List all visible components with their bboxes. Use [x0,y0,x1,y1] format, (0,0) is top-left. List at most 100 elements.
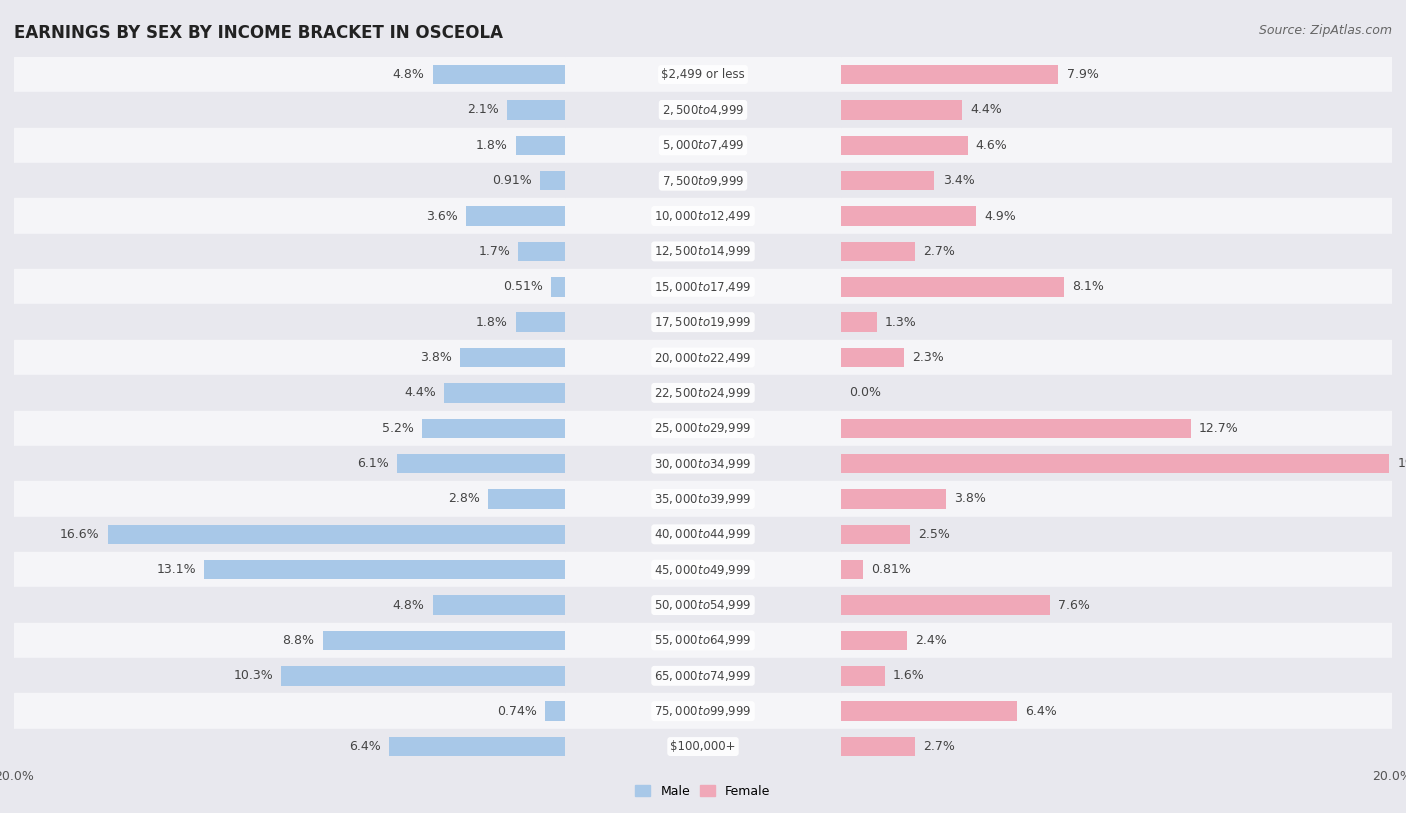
Bar [841,312,876,332]
Bar [841,241,915,261]
Text: 0.0%: 0.0% [849,386,882,399]
Bar [565,411,841,446]
Text: $5,000 to $7,499: $5,000 to $7,499 [662,138,744,152]
Bar [565,340,841,375]
Bar [519,241,565,261]
Bar [841,340,1392,375]
Bar [422,419,565,438]
Bar [565,587,841,623]
Text: 12.7%: 12.7% [1199,422,1239,435]
Bar [565,623,841,659]
Bar [841,587,1392,623]
Text: 1.8%: 1.8% [475,139,508,152]
Text: 3.8%: 3.8% [420,351,453,364]
Text: 5.2%: 5.2% [382,422,413,435]
Text: Source: ZipAtlas.com: Source: ZipAtlas.com [1258,24,1392,37]
Bar [14,233,565,269]
Text: 16.6%: 16.6% [60,528,100,541]
Bar [565,128,841,163]
Text: 4.4%: 4.4% [970,103,1002,116]
Bar [461,348,565,367]
Text: $55,000 to $64,999: $55,000 to $64,999 [654,633,752,647]
Bar [841,517,1392,552]
Text: $35,000 to $39,999: $35,000 to $39,999 [654,492,752,506]
Text: 2.4%: 2.4% [915,634,948,647]
Bar [841,666,884,685]
Bar [841,489,945,509]
Text: 19.9%: 19.9% [1398,457,1406,470]
Bar [841,348,904,367]
Text: $7,500 to $9,999: $7,500 to $9,999 [662,174,744,188]
Text: 0.81%: 0.81% [872,563,911,576]
Text: $65,000 to $74,999: $65,000 to $74,999 [654,669,752,683]
Legend: Male, Female: Male, Female [630,780,776,802]
Text: 1.7%: 1.7% [478,245,510,258]
Bar [14,517,565,552]
Bar [841,702,1017,721]
Bar [14,659,565,693]
Bar [14,269,565,304]
Bar [565,517,841,552]
Text: $25,000 to $29,999: $25,000 to $29,999 [654,421,752,435]
Text: $75,000 to $99,999: $75,000 to $99,999 [654,704,752,718]
Bar [565,57,841,92]
Text: 10.3%: 10.3% [233,669,273,682]
Text: $30,000 to $34,999: $30,000 to $34,999 [654,457,752,471]
Text: 4.4%: 4.4% [404,386,436,399]
Bar [516,312,565,332]
Bar [14,411,565,446]
Bar [544,702,565,721]
Text: 1.3%: 1.3% [884,315,917,328]
Bar [444,383,565,402]
Text: 6.4%: 6.4% [1025,705,1057,718]
Bar [841,446,1392,481]
Text: 2.1%: 2.1% [467,103,499,116]
Bar [14,163,565,198]
Bar [841,481,1392,517]
Bar [841,304,1392,340]
Bar [841,729,1392,764]
Bar [841,136,967,155]
Text: 3.8%: 3.8% [953,493,986,506]
Text: 4.9%: 4.9% [984,210,1017,223]
Text: $50,000 to $54,999: $50,000 to $54,999 [654,598,752,612]
Bar [565,304,841,340]
Text: 3.6%: 3.6% [426,210,458,223]
Text: 6.1%: 6.1% [357,457,389,470]
Bar [841,560,863,580]
Bar [396,454,565,473]
Bar [565,163,841,198]
Text: 1.6%: 1.6% [893,669,925,682]
Bar [14,623,565,659]
Bar [841,207,976,226]
Bar [14,304,565,340]
Bar [516,136,565,155]
Text: $100,000+: $100,000+ [671,740,735,753]
Text: 8.1%: 8.1% [1073,280,1104,293]
Bar [841,92,1392,128]
Text: $2,500 to $4,999: $2,500 to $4,999 [662,103,744,117]
Bar [551,277,565,297]
Bar [841,419,1191,438]
Text: $45,000 to $49,999: $45,000 to $49,999 [654,563,752,576]
Bar [841,163,1392,198]
Bar [565,92,841,128]
Bar [841,65,1059,85]
Bar [14,198,565,234]
Text: 2.5%: 2.5% [918,528,950,541]
Bar [841,57,1392,92]
Text: 7.6%: 7.6% [1059,598,1091,611]
Text: 0.74%: 0.74% [496,705,537,718]
Text: 2.7%: 2.7% [924,740,955,753]
Bar [14,57,565,92]
Text: $15,000 to $17,499: $15,000 to $17,499 [654,280,752,293]
Bar [14,376,565,411]
Bar [565,269,841,304]
Text: 2.8%: 2.8% [449,493,479,506]
Bar [841,100,962,120]
Text: 13.1%: 13.1% [156,563,195,576]
Text: $2,499 or less: $2,499 or less [661,68,745,81]
Bar [565,376,841,411]
Bar [108,524,565,544]
Bar [14,552,565,587]
